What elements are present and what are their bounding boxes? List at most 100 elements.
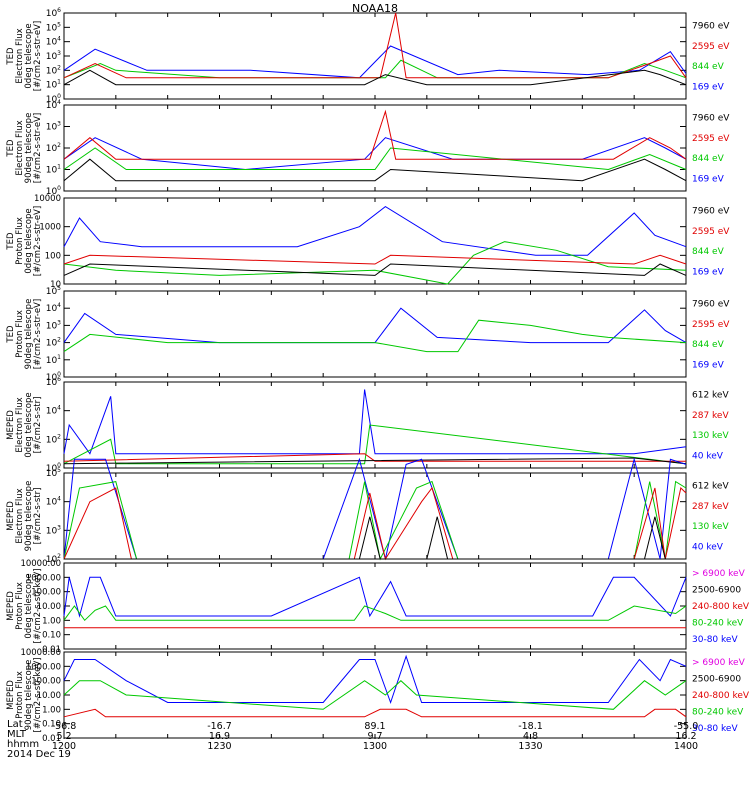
series-red-line: [63, 254, 687, 265]
y-axis-label: [#/cm2-s-str-eV]: [33, 21, 43, 91]
y-axis-label: [#/cm2-s-str-eV]: [33, 299, 43, 369]
y-tick-label: 100: [45, 251, 61, 261]
legend-entry: 844 eV: [692, 62, 725, 72]
y-tick-label: 1.00: [42, 616, 61, 626]
series-blue-line: [63, 457, 687, 560]
legend-entry: 240-800 keV: [692, 691, 750, 701]
series-green-line: [63, 319, 687, 353]
legend-entry: 7960 eV: [692, 21, 730, 31]
y-tick-label: 1000: [39, 223, 61, 233]
y-axis-label: [#/cm2-s-str-eV]: [33, 113, 43, 183]
footer-lat-tick: -18.1: [518, 721, 543, 732]
footer-hhmm-tick: 1300: [363, 741, 387, 752]
y-tick-label: 102: [46, 64, 61, 76]
legend-entry: 30-80 keV: [692, 724, 738, 734]
footer-mlt-tick: 4.8: [523, 731, 538, 742]
footer-mlt-tick: 9.7: [367, 731, 382, 742]
panel-frame: [63, 197, 687, 285]
footer-hhmm-tick: 1330: [518, 741, 542, 752]
footer-mlt-tick: 16.2: [675, 731, 696, 742]
legend-entry: 844 eV: [692, 340, 725, 350]
legend-entry: 287 keV: [692, 502, 729, 512]
legend-entry: 2595 eV: [692, 134, 730, 144]
y-tick-label: 0.01: [42, 645, 61, 655]
series-blue-line: [63, 654, 687, 705]
y-tick-label: 1.00: [42, 705, 61, 715]
legend-entry: 2595 eV: [692, 42, 730, 52]
y-tick-label: 102: [46, 433, 61, 445]
series-red-line: [63, 708, 687, 718]
y-axis-label: Electron Flux: [15, 120, 25, 175]
legend-entry: 612 keV: [692, 481, 729, 491]
panel-frame: [63, 12, 687, 100]
y-axis-label: [#/cm2-s-str]: [33, 397, 43, 454]
legend-entry: 2500-6900: [692, 585, 741, 595]
legend-entry: 2595 eV: [692, 227, 730, 237]
y-axis-label: MEPED: [6, 680, 16, 710]
y-tick-label: 102: [46, 142, 61, 154]
series-green-line: [63, 424, 687, 465]
y-axis-label: 0deg telescope: [24, 392, 34, 457]
legend-entry: 844 eV: [692, 247, 725, 257]
y-tick-label: 104: [46, 496, 61, 508]
y-tick-label: 10: [50, 280, 61, 290]
y-tick-label: 0.01: [42, 734, 61, 744]
y-axis-label: Proton Flux: [15, 671, 25, 719]
y-axis-label: Proton Flux: [15, 217, 25, 265]
y-axis-label: [#/cm2-s-str-keV]: [33, 569, 43, 644]
legend-entry: 130 keV: [692, 431, 729, 441]
y-tick-label: 105: [46, 285, 61, 297]
legend-entry: 169 eV: [692, 175, 725, 185]
y-axis-label: [#/cm2-s-str]: [33, 488, 43, 545]
y-tick-label: 103: [46, 524, 61, 536]
y-axis-label: Electron Flux: [15, 488, 25, 543]
legend-entry: 240-800 keV: [692, 602, 750, 612]
y-tick-label: 106: [46, 7, 61, 19]
series-blue-line: [63, 576, 687, 618]
y-tick-label: 104: [46, 302, 61, 314]
y-axis-label: 90deg telescope: [24, 481, 34, 552]
legend-entry: 7960 eV: [692, 206, 730, 216]
y-axis-label: TED: [6, 139, 16, 158]
legend-entry: > 6900 keV: [692, 569, 746, 579]
footer-hhmm-tick: 1230: [207, 741, 231, 752]
y-tick-label: 0.10: [42, 720, 61, 730]
legend-entry: 7960 eV: [692, 113, 730, 123]
legend-entry: 80-240 keV: [692, 619, 744, 629]
y-axis-label: 0deg telescope: [24, 23, 34, 88]
y-tick-label: 10000.00: [20, 648, 61, 658]
legend-entry: 844 eV: [692, 154, 725, 164]
legend-entry: 169 eV: [692, 268, 725, 278]
y-tick-label: 103: [46, 50, 61, 62]
y-tick-label: 105: [46, 21, 61, 33]
legend-entry: 130 keV: [692, 522, 729, 532]
y-tick-label: 1000.00: [26, 573, 61, 583]
y-tick-label: 1000.00: [26, 662, 61, 672]
series-black-line: [63, 263, 687, 276]
footer-lat-tick: -16.7: [207, 721, 232, 732]
y-tick-label: 10000.00: [20, 559, 61, 569]
y-axis-label: 0deg telescope: [24, 208, 34, 273]
series-blue-line: [63, 389, 687, 455]
footer-date-label: 2014 Dec 19: [7, 749, 71, 760]
y-axis-label: MEPED: [6, 591, 16, 621]
series-black-line: [64, 516, 686, 560]
y-tick-label: 103: [46, 121, 61, 133]
y-tick-label: 101: [46, 79, 61, 91]
y-axis-label: MEPED: [6, 410, 16, 440]
y-axis-label: 0deg telescope: [24, 573, 34, 638]
y-tick-label: 102: [46, 337, 61, 349]
y-axis-label: 90deg telescope: [24, 660, 34, 731]
y-axis-label: Proton Flux: [15, 310, 25, 358]
legend-entry: 612 keV: [692, 390, 729, 400]
footer-mlt-label: MLT: [7, 729, 26, 740]
y-axis-label: TED: [6, 47, 16, 66]
y-tick-label: 101: [46, 354, 61, 366]
series-green-line: [63, 480, 687, 561]
y-tick-label: 10000: [34, 194, 61, 204]
legend-entry: 2500-6900: [692, 674, 741, 684]
legend-entry: 2595 eV: [692, 320, 730, 330]
footer-hhmm-tick: 1400: [674, 741, 698, 752]
legend-entry: > 6900 keV: [692, 658, 746, 668]
